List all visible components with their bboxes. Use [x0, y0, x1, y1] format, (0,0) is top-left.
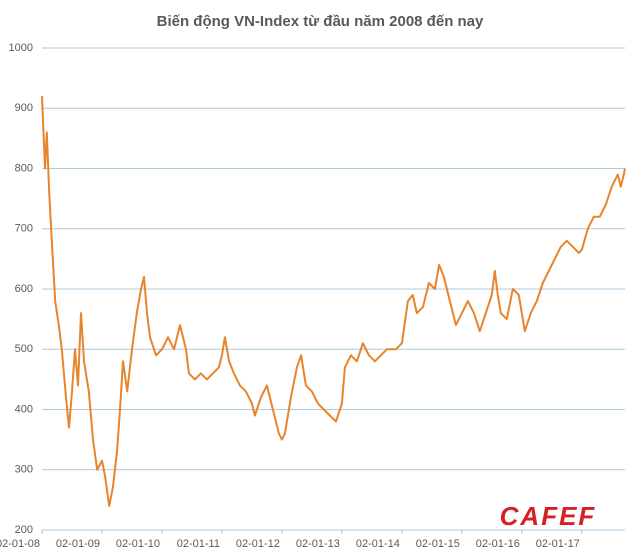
- y-tick-label: 500: [15, 343, 33, 355]
- logo: CAFEF: [500, 501, 597, 531]
- x-tick-label: 02-01-11: [177, 538, 220, 550]
- y-tick-label: 800: [15, 162, 33, 174]
- x-tick-label: 02-01-09: [56, 538, 100, 550]
- x-tick-label: 02-01-14: [356, 538, 400, 550]
- y-tick-label: 200: [15, 524, 33, 536]
- y-tick-label: 300: [15, 464, 33, 476]
- x-tick-label: 02-01-15: [416, 538, 460, 550]
- chart-title: Biến động VN-Index từ đầu năm 2008 đến n…: [157, 13, 484, 30]
- y-tick-label: 600: [15, 283, 33, 295]
- index-line: [41, 96, 626, 507]
- y-tick-label: 900: [15, 102, 33, 114]
- x-tick-label: 02-01-12: [236, 538, 280, 550]
- x-tick-label: 02-01-13: [296, 538, 340, 550]
- y-tick-label: 1000: [9, 42, 33, 54]
- x-tick-label: 02-01-08: [0, 538, 40, 550]
- x-tick-label: 02-01-17: [536, 538, 580, 550]
- y-tick-label: 400: [15, 403, 33, 415]
- y-tick-label: 700: [15, 223, 33, 235]
- x-tick-label: 02-01-16: [476, 538, 520, 550]
- x-tick-label: 02-01-10: [116, 538, 160, 550]
